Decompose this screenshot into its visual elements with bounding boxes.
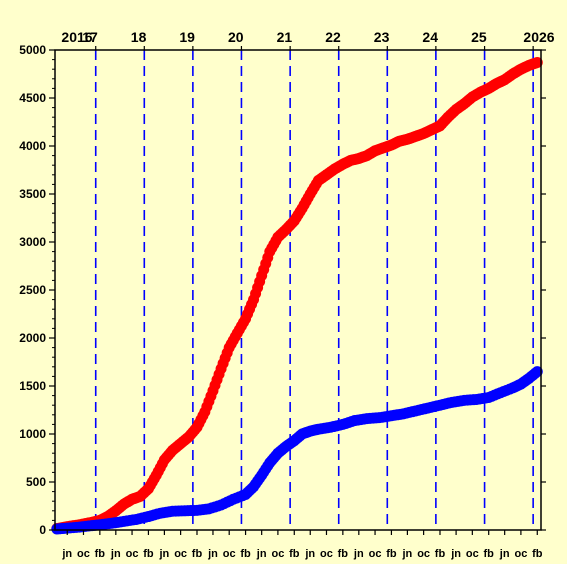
x-tick-label: oc (417, 548, 430, 560)
y-tick-label: 5000 (19, 43, 46, 57)
series-layer (51, 56, 543, 535)
x-tick-label: jn (110, 548, 121, 560)
x-tick-label: oc (271, 548, 284, 560)
x-tick-label: fb (338, 548, 349, 560)
x-tick-label: jn (304, 548, 315, 560)
y-tick-label: 2000 (19, 331, 46, 345)
x-tick-label: oc (223, 548, 236, 560)
y-tick-label: 2500 (19, 283, 46, 297)
x-tick-label: oc (126, 548, 139, 560)
data-point (531, 366, 543, 378)
top-year-label: 21 (277, 29, 293, 45)
vertical-reference-lines (94, 50, 534, 530)
x-tick-label: oc (466, 548, 479, 560)
x-tick-label: jn (401, 548, 412, 560)
y-tick-label: 1000 (19, 427, 46, 441)
top-year-label: 17 (82, 29, 98, 45)
x-tick-label: fb (240, 548, 251, 560)
data-point (531, 56, 543, 68)
x-tick-label: jn (61, 548, 72, 560)
top-year-label: 18 (131, 29, 147, 45)
x-tick-label: fb (435, 548, 446, 560)
x-tick-label: jn (450, 548, 461, 560)
x-tick-label: fb (532, 548, 543, 560)
x-tick-label: oc (514, 548, 527, 560)
x-tick-label: fb (95, 548, 106, 560)
top-year-label: 20 (228, 29, 244, 45)
top-year-label: 2026 (523, 29, 554, 45)
top-year-label: 19 (179, 29, 195, 45)
x-tick-label: fb (289, 548, 300, 560)
y-tick-label: 3500 (19, 187, 46, 201)
x-tick-label: jn (256, 548, 267, 560)
axis-labels: 0 500 1000 1500 2000 2500 3000 3500 4000 4500 5000… (19, 29, 554, 560)
axes (49, 46, 546, 535)
x-tick-label: fb (192, 548, 203, 560)
top-year-label: 24 (422, 29, 438, 45)
y-tick-label: 500 (26, 475, 46, 489)
x-tick-label: jn (499, 548, 510, 560)
y-tick-label: 1500 (19, 379, 46, 393)
plot-frame (54, 49, 542, 531)
top-year-label: 23 (374, 29, 390, 45)
y-tick-label: 4000 (19, 139, 46, 153)
x-tick-label: jn (207, 548, 218, 560)
x-tick-label: oc (320, 548, 333, 560)
x-tick-label: oc (77, 548, 90, 560)
x-tick-label: oc (369, 548, 382, 560)
y-tick-label: 0 (39, 523, 46, 537)
x-tick-label: jn (353, 548, 364, 560)
top-year-label: 25 (471, 29, 487, 45)
top-year-label: 22 (325, 29, 341, 45)
top-year-label: 2016 (61, 29, 92, 45)
x-tick-label: oc (174, 548, 187, 560)
x-tick-label: fb (386, 548, 397, 560)
x-tick-label: fb (484, 548, 495, 560)
y-tick-label: 3000 (19, 235, 46, 249)
y-tick-label: 4500 (19, 91, 46, 105)
x-tick-label: fb (143, 548, 154, 560)
x-tick-label: jn (158, 548, 169, 560)
